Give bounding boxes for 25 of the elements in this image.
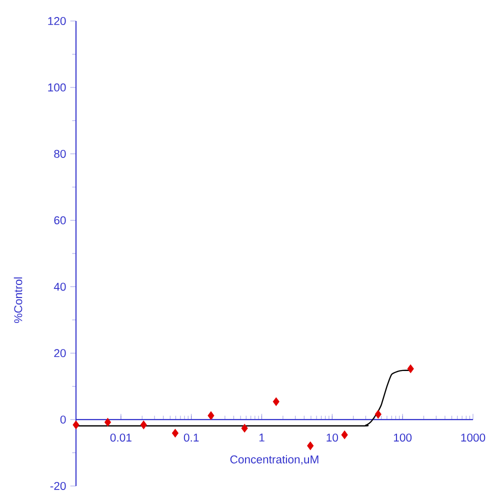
point (272, 397, 280, 406)
x-tick-label: 10 (326, 434, 338, 442)
point (341, 430, 348, 440)
y-tick-label: 100 (48, 83, 66, 92)
x-tick-label: 0.1 (184, 434, 199, 442)
y-tick-label: 0 (60, 416, 66, 424)
x-tick-label: 100 (394, 434, 412, 442)
x-tick-label: 0.01 (110, 434, 132, 442)
x-tick-label: 1000 (461, 434, 486, 442)
point (208, 411, 214, 420)
point (241, 424, 248, 432)
y-tick-label: 20 (54, 349, 66, 358)
point (72, 420, 80, 430)
y-tick-label: 60 (54, 216, 66, 224)
point (140, 420, 147, 430)
x-axis-title: Concentration,uM (230, 455, 318, 465)
x-tick-label: 1 (259, 434, 264, 442)
y-tick-label: 120 (48, 17, 66, 26)
y-tick-label: -20 (50, 482, 66, 490)
point (307, 442, 314, 450)
y-axis-title: %Control (14, 277, 22, 323)
point (407, 364, 414, 374)
y-tick-label: 40 (54, 282, 66, 291)
y-tick-label: 80 (54, 150, 66, 158)
point (374, 410, 382, 419)
